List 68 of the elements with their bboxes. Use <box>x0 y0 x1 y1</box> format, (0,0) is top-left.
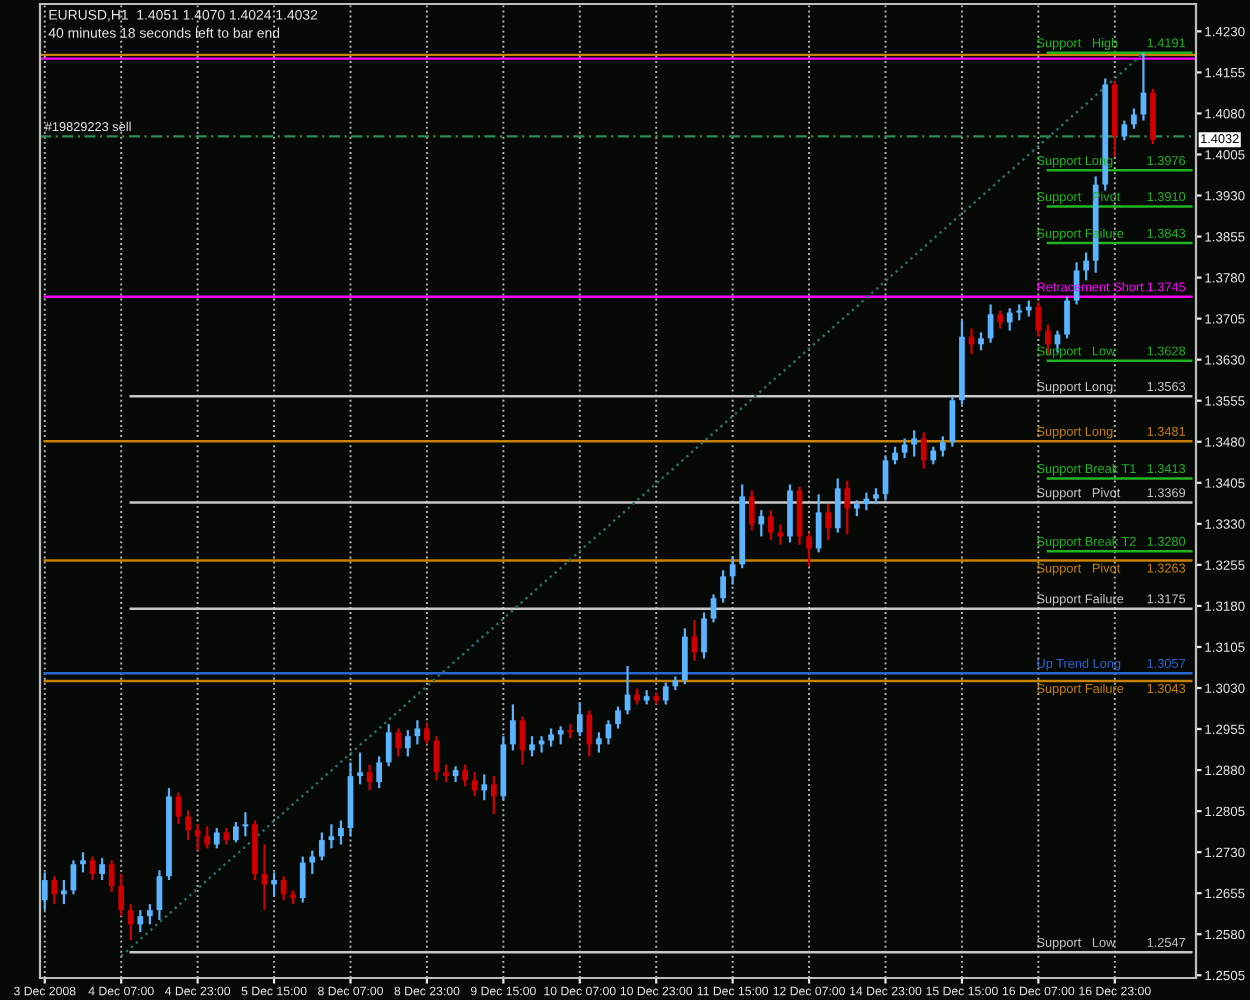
candlestick <box>185 809 191 842</box>
candlestick <box>414 719 421 746</box>
candlestick <box>299 855 306 904</box>
candlestick <box>424 721 430 746</box>
candlestick <box>1083 251 1089 282</box>
candlestick <box>682 627 688 686</box>
candlestick <box>748 489 755 532</box>
candlestick <box>844 479 851 536</box>
candlestick <box>204 825 211 850</box>
candlestick <box>376 755 383 790</box>
candlestick <box>662 681 669 706</box>
candlestick <box>1064 295 1070 340</box>
candlestick <box>309 849 316 876</box>
candlestick <box>118 872 125 918</box>
candlestick <box>80 851 86 874</box>
candlestick <box>720 569 726 604</box>
candlestick <box>806 531 812 568</box>
candlestick <box>825 503 832 542</box>
candlestick <box>1131 107 1137 130</box>
candlestick <box>99 857 105 882</box>
candlestick <box>318 831 325 862</box>
candlestick <box>194 823 201 852</box>
candlestick <box>89 855 96 882</box>
candlestick <box>586 709 593 758</box>
candlestick <box>481 773 488 802</box>
candlestick <box>108 859 115 894</box>
candlestick <box>1035 301 1042 338</box>
candlestick <box>901 437 908 460</box>
candlestick <box>41 871 48 912</box>
candlestick <box>213 826 220 850</box>
candlestick <box>61 878 67 906</box>
candlestick <box>395 727 402 758</box>
candlestick <box>385 722 392 768</box>
candlestick <box>911 429 918 458</box>
candlestick <box>147 903 153 926</box>
candlestick <box>729 555 736 586</box>
candlestick <box>767 509 774 542</box>
candlestick <box>1121 119 1128 142</box>
candlestick <box>328 823 335 850</box>
candlestick <box>548 727 554 748</box>
candlestick <box>357 751 363 786</box>
candlestick <box>997 309 1004 330</box>
candlestick <box>596 731 602 754</box>
candlestick <box>576 701 583 738</box>
candlestick <box>232 820 239 844</box>
candlestick <box>557 725 564 746</box>
candlestick <box>175 791 182 826</box>
candlestick <box>1150 87 1156 146</box>
candlestick <box>471 771 478 798</box>
candlestick <box>404 729 411 758</box>
candlestick <box>615 705 621 730</box>
candlestick <box>510 703 516 752</box>
candlestick <box>490 774 497 816</box>
candlestick <box>701 611 707 660</box>
candlestick <box>529 735 535 758</box>
candlestick <box>462 763 469 788</box>
candlestick <box>939 435 946 458</box>
candlestick <box>758 509 765 538</box>
candlestick <box>920 431 927 470</box>
candlestick <box>51 875 58 906</box>
candlestick <box>787 483 793 544</box>
candlestick <box>271 871 277 898</box>
candlestick <box>127 903 134 942</box>
candlestick <box>137 909 144 934</box>
candlestick <box>834 477 841 534</box>
candlestick <box>338 819 344 846</box>
candlestick <box>978 331 984 352</box>
candlestick <box>1006 307 1013 332</box>
